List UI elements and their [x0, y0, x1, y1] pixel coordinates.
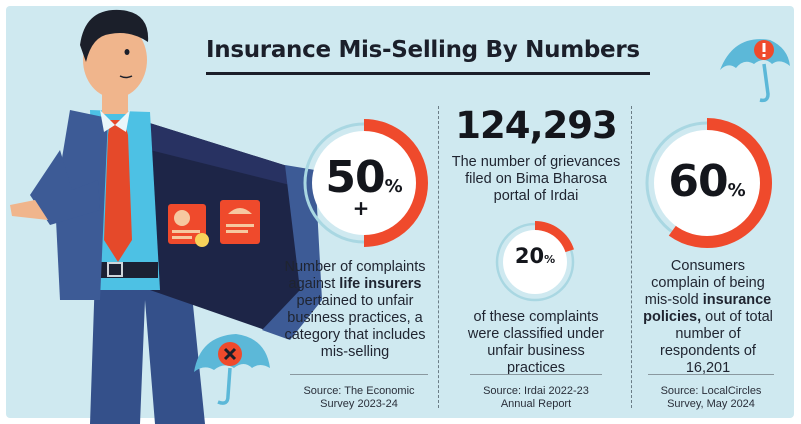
stat-ring-3	[645, 118, 772, 248]
source-note-2: Source: Irdai 2022-23 Annual Report	[483, 385, 589, 410]
stat-ring-arc	[534, 221, 574, 254]
grievance-description: The number of grievances filed on Bima B…	[451, 154, 621, 204]
description-text: Number of complaints against	[284, 259, 426, 292]
stat-number: 20	[514, 244, 545, 268]
stat-ring-arc	[668, 118, 772, 248]
description-emphasis: insurance policies,	[643, 292, 772, 325]
description-text: Consumers complain of being mis-sold	[644, 258, 765, 308]
column-divider	[438, 106, 439, 408]
stat-ring-2	[495, 221, 575, 302]
cross-umbrella-icon	[194, 334, 270, 405]
column-divider	[631, 106, 632, 408]
source-divider	[290, 374, 428, 375]
grievance-count: 124,293	[455, 104, 618, 147]
stat-description-3: Consumers complain of being mis-sold ins…	[641, 258, 775, 377]
stat-description-2: of these complaints were classified unde…	[467, 309, 605, 376]
stat-number: 50	[325, 152, 385, 203]
stat-description-1: Number of complaints against life insure…	[270, 259, 440, 361]
source-divider	[648, 374, 774, 375]
warning-umbrella-icon	[720, 39, 790, 103]
title-underline	[206, 72, 650, 75]
stat-value-2: 20%	[492, 244, 578, 268]
stat-percent-sign: %	[544, 253, 556, 266]
source-note-3: Source: LocalCircles Survey, May 2024	[660, 385, 762, 410]
stat-percent-sign: %	[384, 176, 403, 197]
stat-value-3: 60%	[640, 156, 774, 207]
description-text: out of total number of respondents of 16…	[660, 309, 773, 376]
page-title: Insurance Mis-Selling By Numbers	[206, 37, 640, 63]
stat-ring-1	[303, 119, 428, 247]
stat-value-1: 50% +	[298, 152, 430, 218]
stat-percent-sign: %	[727, 180, 746, 201]
description-emphasis: life insurers	[339, 276, 422, 292]
stat-number: 60	[668, 156, 728, 207]
stat-ring-arc	[363, 119, 428, 247]
policy-document-icon	[168, 200, 260, 247]
stat-plus-sign: +	[352, 196, 370, 220]
source-note-1: Source: The Economic Survey 2023-24	[303, 385, 415, 410]
source-divider	[470, 374, 602, 375]
description-text: pertained to unfair business practices, …	[284, 293, 426, 360]
